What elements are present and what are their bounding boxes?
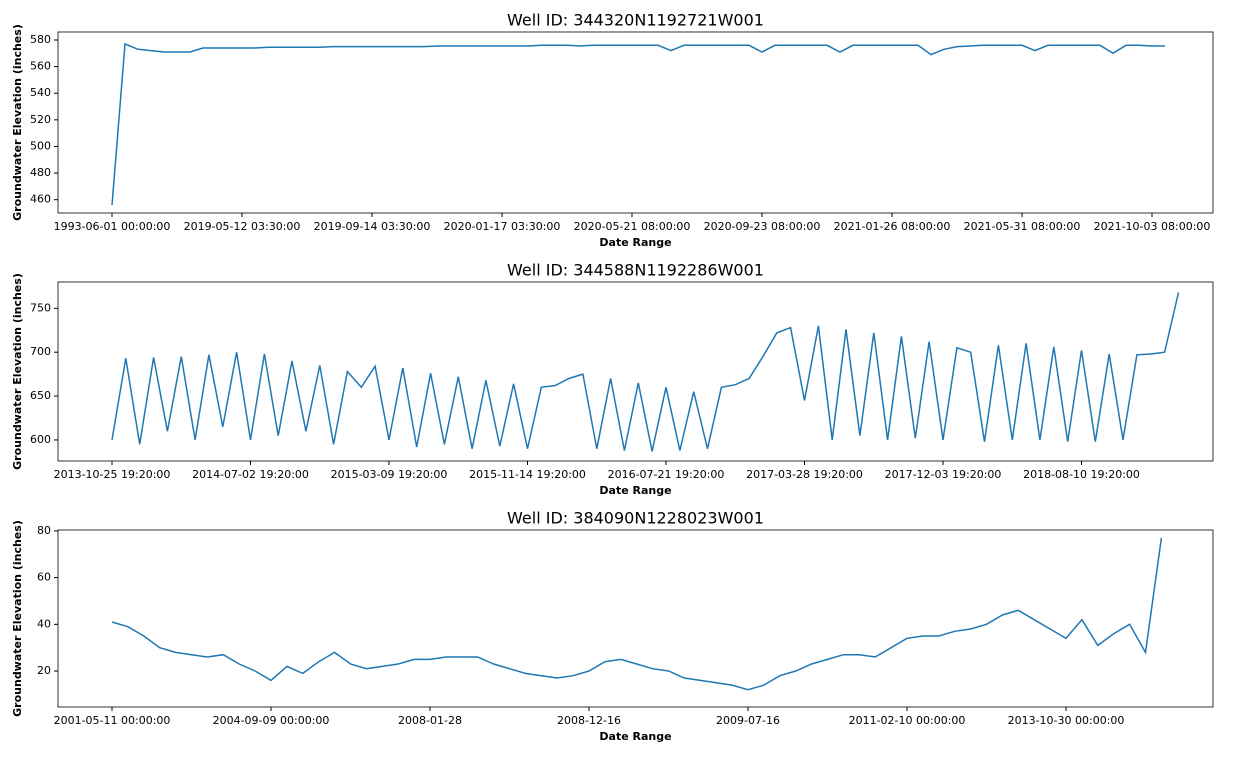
x-tick-label: 2018-08-10 19:20:00 xyxy=(1023,468,1140,481)
y-tick-label: 750 xyxy=(30,301,51,314)
x-axis-label: Date Range xyxy=(599,236,671,249)
x-tick-label: 1993-06-01 00:00:00 xyxy=(54,220,171,233)
x-axis-label: Date Range xyxy=(599,484,671,497)
plot-frame xyxy=(57,281,1214,462)
x-tick-label: 2017-12-03 19:20:00 xyxy=(885,468,1002,481)
x-tick-label: 2016-07-21 19:20:00 xyxy=(608,468,725,481)
y-tick-label: 520 xyxy=(30,113,51,126)
y-tick-label: 480 xyxy=(30,166,51,179)
x-tick-label: 2013-10-25 19:20:00 xyxy=(54,468,171,481)
y-tick-label: 600 xyxy=(30,433,51,446)
y-tick-label: 40 xyxy=(37,617,51,630)
y-tick-label: 500 xyxy=(30,139,51,152)
chart-title: Well ID: 344320N1192721W001 xyxy=(507,11,764,30)
x-tick-label: 2019-09-14 03:30:00 xyxy=(314,220,431,233)
y-axis-label: Groundwater Elevation (inches) xyxy=(11,24,24,221)
y-tick-label: 20 xyxy=(37,664,51,677)
x-tick-label: 2021-05-31 08:00:00 xyxy=(964,220,1081,233)
x-tick-label: 2015-11-14 19:20:00 xyxy=(469,468,586,481)
x-tick-label: 2011-02-10 00:00:00 xyxy=(849,714,966,727)
x-tick-label: 2019-05-12 03:30:00 xyxy=(184,220,301,233)
chart-title: Well ID: 344588N1192286W001 xyxy=(507,261,764,280)
plot-frame xyxy=(57,529,1214,708)
y-tick-label: 80 xyxy=(37,524,51,537)
x-tick-label: 2009-07-16 xyxy=(716,714,780,727)
x-tick-label: 2001-05-11 00:00:00 xyxy=(54,714,171,727)
x-tick-label: 2008-12-16 xyxy=(557,714,621,727)
x-tick-label: 2008-01-28 xyxy=(398,714,462,727)
y-tick-label: 580 xyxy=(30,33,51,46)
y-tick-label: 560 xyxy=(30,60,51,73)
x-tick-label: 2017-03-28 19:20:00 xyxy=(746,468,863,481)
x-tick-label: 2013-10-30 00:00:00 xyxy=(1008,714,1125,727)
y-tick-label: 540 xyxy=(30,86,51,99)
x-tick-label: 2021-10-03 08:00:00 xyxy=(1094,220,1211,233)
x-axis-label: Date Range xyxy=(599,730,671,743)
y-tick-label: 700 xyxy=(30,345,51,358)
y-axis-label: Groundwater Elevation (inches) xyxy=(11,520,24,717)
y-tick-label: 650 xyxy=(30,389,51,402)
x-tick-label: 2020-01-17 03:30:00 xyxy=(444,220,561,233)
x-tick-label: 2020-09-23 08:00:00 xyxy=(704,220,821,233)
plot-frame xyxy=(57,31,1214,214)
x-tick-label: 2020-05-21 08:00:00 xyxy=(574,220,691,233)
x-tick-label: 2014-07-02 19:20:00 xyxy=(192,468,309,481)
data-line xyxy=(111,537,1163,691)
x-tick-label: 2004-09-09 00:00:00 xyxy=(213,714,330,727)
x-tick-label: 2021-01-26 08:00:00 xyxy=(834,220,951,233)
data-line xyxy=(111,42,1165,206)
y-tick-label: 60 xyxy=(37,571,51,584)
data-line xyxy=(111,292,1180,452)
x-tick-label: 2015-03-09 19:20:00 xyxy=(331,468,448,481)
y-tick-label: 460 xyxy=(30,193,51,206)
chart-title: Well ID: 384090N1228023W001 xyxy=(507,509,764,528)
y-axis-label: Groundwater Elevation (inches) xyxy=(11,273,24,470)
